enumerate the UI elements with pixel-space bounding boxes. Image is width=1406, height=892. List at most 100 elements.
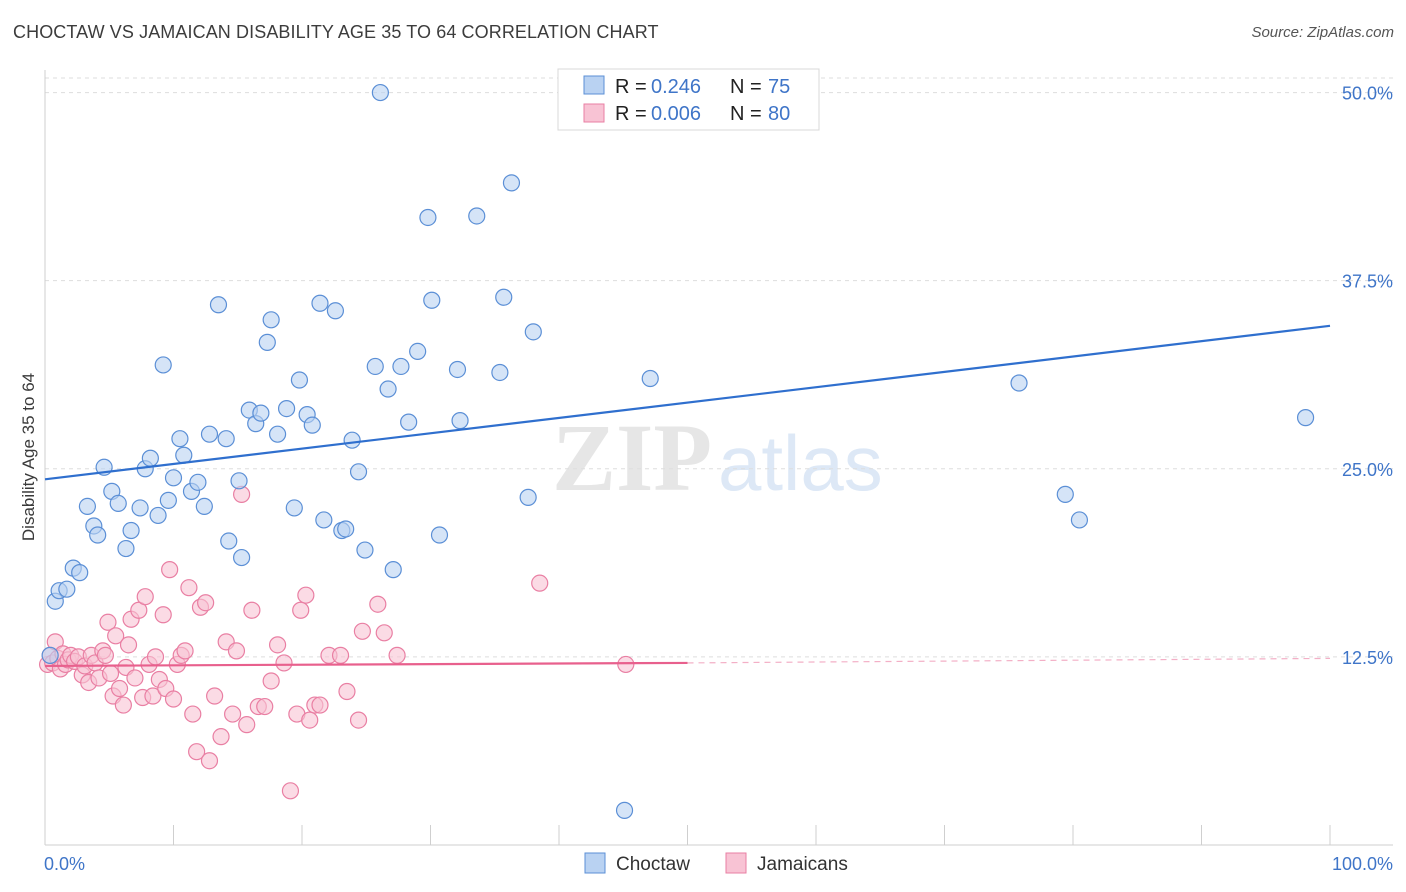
- choctaw-point: [175, 446, 193, 464]
- jamaicans-point: [375, 624, 393, 642]
- bottom-legend-swatch-choctaw: [584, 852, 606, 874]
- y-tick-label: 37.5%: [1342, 272, 1393, 292]
- choctaw-point: [495, 288, 513, 306]
- choctaw-point: [423, 291, 441, 309]
- choctaw-point: [1010, 374, 1028, 392]
- grid-lines: [45, 77, 1393, 658]
- choctaw-point: [262, 311, 280, 329]
- y-tick-label: 50.0%: [1342, 84, 1393, 104]
- jamaicans-point: [161, 561, 179, 579]
- choctaw-point: [89, 526, 107, 544]
- bottom-legend: Choctaw Jamaicans: [584, 852, 848, 875]
- jamaicans-point: [369, 595, 387, 613]
- choctaw-point: [419, 208, 437, 227]
- choctaw-point: [285, 499, 303, 517]
- choctaw-point: [154, 356, 172, 374]
- jamaicans-point: [256, 697, 274, 716]
- jamaicans-point: [388, 646, 406, 664]
- y-tick-labels: 12.5% 25.0% 37.5% 50.0%: [1342, 84, 1393, 668]
- jamaicans-point: [275, 654, 293, 672]
- jamaicans-point: [262, 672, 280, 690]
- choctaw-point: [615, 801, 634, 819]
- choctaw-point: [1056, 485, 1074, 503]
- trend-lines: [44, 324, 1331, 668]
- choctaw-point: [502, 174, 521, 192]
- jamaicans-point: [338, 682, 356, 701]
- jamaicans-series: [38, 485, 635, 800]
- jamaicans-point: [101, 664, 120, 683]
- jamaicans-trend-line: [44, 661, 688, 668]
- legend-r-value-jamaicans: 0.006: [651, 103, 701, 125]
- jamaicans-point: [212, 728, 230, 746]
- choctaw-point: [379, 380, 397, 398]
- choctaw-point: [448, 360, 467, 379]
- choctaw-point: [1296, 409, 1315, 427]
- choctaw-point: [122, 521, 140, 540]
- legend-r-value-choctaw: 0.246: [651, 76, 701, 98]
- jamaicans-point: [176, 642, 194, 660]
- choctaw-point: [337, 520, 355, 538]
- choctaw-point: [200, 425, 219, 443]
- choctaw-point: [384, 561, 402, 579]
- bottom-legend-label-jamaicans: Jamaicans: [757, 854, 848, 875]
- jamaicans-point: [281, 782, 300, 800]
- choctaw-point: [217, 430, 235, 448]
- jamaicans-point: [110, 679, 129, 698]
- jamaicans-point: [144, 687, 162, 705]
- legend-n-value-jamaicans: 80: [768, 103, 790, 125]
- watermark-atlas: atlas: [718, 419, 883, 507]
- legend-swatch-jamaicans: [583, 103, 605, 123]
- legend-r-label-choctaw: R =: [615, 76, 647, 98]
- choctaw-point: [400, 413, 418, 431]
- choctaw-point: [71, 564, 89, 582]
- jamaicans-point: [353, 622, 371, 640]
- jamaicans-point: [349, 711, 368, 729]
- jamaicans-point: [114, 696, 132, 714]
- choctaw-point: [343, 431, 361, 449]
- jamaicans-point: [184, 705, 202, 723]
- choctaw-point: [326, 302, 345, 320]
- choctaw-point: [164, 469, 183, 487]
- choctaw-point: [268, 425, 287, 443]
- jamaicans-point: [154, 606, 172, 624]
- choctaw-series: [41, 83, 1315, 819]
- choctaw-point: [311, 294, 329, 312]
- bottom-legend-label-choctaw: Choctaw: [616, 854, 690, 875]
- legend-n-label-jamaicans: N =: [730, 103, 762, 125]
- choctaw-point: [109, 494, 127, 512]
- choctaw-point: [171, 430, 189, 448]
- jamaicans-point: [238, 716, 256, 734]
- jamaicans-point: [126, 669, 144, 687]
- jamaicans-point: [146, 648, 165, 666]
- x-tick-label-min: 0.0%: [44, 854, 85, 874]
- jamaicans-point: [301, 711, 319, 729]
- choctaw-point: [189, 473, 207, 491]
- x-tick-label-max: 100.0%: [1332, 854, 1393, 874]
- choctaw-point: [641, 369, 659, 388]
- choctaw-point: [159, 491, 177, 509]
- choctaw-point: [371, 83, 389, 102]
- choctaw-point: [392, 357, 410, 376]
- legend-n-label-choctaw: N =: [730, 76, 762, 98]
- choctaw-point: [131, 499, 149, 517]
- choctaw-point: [233, 548, 251, 567]
- choctaw-point: [195, 497, 213, 516]
- choctaw-point: [117, 539, 135, 558]
- jamaicans-point: [311, 696, 329, 714]
- y-axis-label: Disability Age 35 to 64: [19, 373, 38, 541]
- choctaw-point: [290, 371, 309, 389]
- jamaicans-point: [99, 613, 117, 631]
- choctaw-point: [230, 472, 248, 490]
- jamaicans-point: [119, 636, 138, 654]
- choctaw-point: [491, 363, 509, 382]
- jamaicans-point: [164, 690, 183, 708]
- choctaw-point: [349, 463, 368, 481]
- jamaicans-point: [331, 646, 350, 664]
- choctaw-point: [315, 511, 333, 529]
- choctaw-point: [58, 580, 76, 598]
- choctaw-point: [519, 488, 537, 506]
- choctaw-trend-line: [44, 324, 1331, 481]
- choctaw-point: [366, 357, 384, 376]
